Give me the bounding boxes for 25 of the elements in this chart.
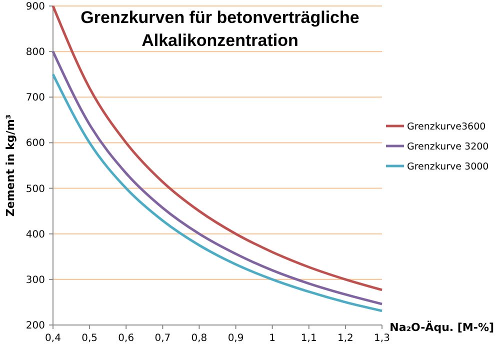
x-tick-label: 0,6 — [118, 333, 134, 344]
legend-label: Grenzkurve3600 — [407, 121, 486, 132]
y-tick-label: 600 — [26, 138, 45, 150]
x-tick-label: 0,4 — [45, 333, 61, 344]
x-tick-label: 0,8 — [191, 333, 208, 344]
y-tick-label: 700 — [26, 92, 45, 104]
y-tick-label: 300 — [26, 274, 45, 286]
y-tick-label: 400 — [26, 229, 45, 240]
x-axis-title: Na₂O-Äqu. [M-%] — [390, 320, 494, 334]
y-axis-title: Zement in kg/m³ — [4, 114, 17, 217]
text: Grenzkurven für betonverträgliche Alkalikonzentration — [80, 7, 360, 52]
x-tick-label: 1,1 — [300, 333, 317, 344]
y-tick-label: 800 — [26, 47, 45, 58]
y-tick-label: 900 — [26, 2, 45, 12]
legend-label: Grenzkurve 3000 — [407, 161, 489, 172]
x-tick-label: 1,3 — [374, 333, 390, 344]
line-series — [52, 4, 384, 292]
x-tick-label: 0,9 — [228, 333, 244, 344]
x-tick-label: 0,5 — [82, 333, 98, 344]
y-tick-label: 200 — [26, 320, 45, 332]
y-tick-label: 500 — [26, 184, 45, 195]
legend-label: Grenzkurve 3200 — [407, 141, 489, 152]
x-tick-label: 0,7 — [154, 333, 171, 344]
x-tick-label: 1 — [269, 333, 276, 344]
x-tick-label: 1,2 — [337, 333, 354, 344]
